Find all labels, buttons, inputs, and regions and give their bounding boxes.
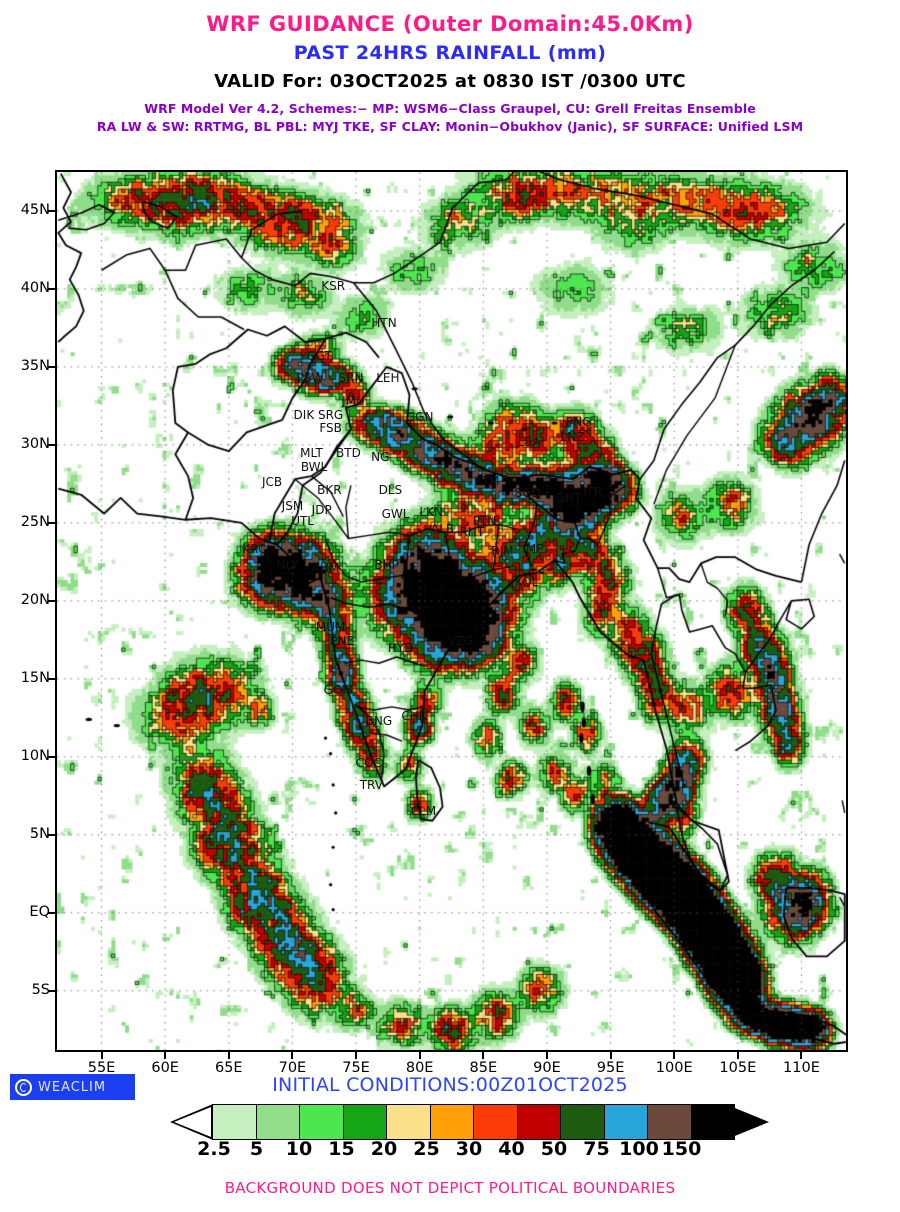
lat-tick-mark bbox=[48, 677, 55, 680]
colorbar-cells bbox=[212, 1104, 735, 1140]
lon-tick-mark bbox=[482, 1052, 485, 1059]
lon-tick-label: 70E bbox=[278, 1060, 307, 1076]
lon-tick-label: 60E bbox=[151, 1060, 179, 1076]
header-block: WRF GUIDANCE (Outer Domain:45.0Km) PAST … bbox=[0, 12, 900, 134]
lon-tick-mark bbox=[227, 1052, 230, 1059]
lat-tick-mark bbox=[48, 521, 55, 524]
initial-conditions-label: INITIAL CONDITIONS:00Z01OCT2025 bbox=[272, 1074, 628, 1096]
lat-tick-mark bbox=[48, 755, 55, 758]
disclaimer-note: BACKGROUND DOES NOT DEPICT POLITICAL BOU… bbox=[224, 1179, 676, 1197]
lat-tick-label: 30N bbox=[20, 435, 50, 452]
lat-tick-label: 40N bbox=[20, 279, 50, 296]
colorbar-cell bbox=[300, 1105, 344, 1139]
lon-tick-mark bbox=[800, 1052, 803, 1059]
colorbar-tick: 25 bbox=[413, 1138, 440, 1160]
lat-tick-mark bbox=[48, 287, 55, 290]
rainfall-raster bbox=[57, 172, 846, 1050]
colorbar-cell bbox=[604, 1105, 648, 1139]
colorbar-tick: 2.5 bbox=[197, 1138, 231, 1160]
colorbar-tick: 30 bbox=[455, 1138, 483, 1160]
lon-tick-label: 85E bbox=[469, 1060, 498, 1076]
colorbar-cell bbox=[517, 1105, 561, 1139]
lon-tick-label: 100E bbox=[655, 1060, 693, 1076]
lat-tick-mark bbox=[48, 989, 55, 992]
weaclim-logo[interactable]: WEACLIM bbox=[10, 1074, 135, 1100]
lat-tick-mark bbox=[48, 365, 55, 368]
lon-tick-mark bbox=[100, 1052, 103, 1059]
colorbar-under-arrow-fill bbox=[174, 1107, 211, 1137]
lat-tick-label: EQ bbox=[29, 903, 50, 920]
lat-tick-label: 20N bbox=[20, 591, 50, 608]
lon-tick-mark bbox=[355, 1052, 358, 1059]
lon-tick-label: 90E bbox=[533, 1060, 561, 1076]
lat-tick-label: 5S bbox=[31, 981, 50, 998]
colorbar-cell bbox=[387, 1105, 431, 1139]
colorbar-cell bbox=[343, 1105, 387, 1139]
lat-tick-label: 15N bbox=[20, 669, 50, 686]
colorbar-cell bbox=[256, 1105, 300, 1139]
lat-tick-label: 45N bbox=[20, 201, 50, 218]
colorbar-tick: 150 bbox=[661, 1138, 702, 1160]
valid-time-label: VALID For: 03OCT2025 at 0830 IST /0300 U… bbox=[214, 71, 686, 92]
lon-tick-mark bbox=[609, 1052, 612, 1059]
weaclim-label: WEACLIM bbox=[38, 1079, 107, 1095]
lon-tick-label: 110E bbox=[783, 1060, 820, 1076]
lat-tick-mark bbox=[48, 599, 55, 602]
lon-tick-label: 65E bbox=[214, 1060, 243, 1076]
colorbar-tick-labels: 2.5 5 10 15 20 25 30 40 50 75 100 150 bbox=[170, 1138, 730, 1162]
lat-tick-mark bbox=[48, 911, 55, 914]
lat-tick-label: 5N bbox=[29, 825, 50, 842]
colorbar-cell bbox=[474, 1105, 518, 1139]
colorbar-tick: 5 bbox=[249, 1138, 264, 1160]
rainfall-map[interactable]: KSR HTN GGT PSW SRN LEH JMU DIK SRG FSB GGN PNG MLT B… bbox=[55, 170, 848, 1052]
colorbar-cell bbox=[430, 1105, 474, 1139]
lon-tick-mark bbox=[418, 1052, 421, 1059]
lon-tick-label: 80E bbox=[405, 1060, 434, 1076]
lon-tick-mark bbox=[164, 1052, 167, 1059]
model-scheme-line-2: RA LW & SW: RRTMG, BL PBL: MYJ TKE, SF C… bbox=[96, 119, 804, 134]
colorbar-tick: 50 bbox=[540, 1138, 568, 1160]
lon-tick-mark bbox=[545, 1052, 548, 1059]
lon-tick-mark bbox=[291, 1052, 294, 1059]
lat-tick-mark bbox=[48, 209, 55, 212]
lat-tick-label: 10N bbox=[20, 747, 50, 764]
lon-tick-label: 95E bbox=[596, 1060, 625, 1076]
colorbar-tick: 100 bbox=[619, 1138, 659, 1160]
colorbar-tick: 20 bbox=[370, 1138, 398, 1160]
lat-tick-mark bbox=[48, 443, 55, 446]
lat-tick-mark bbox=[48, 833, 55, 836]
rainfall-colorbar bbox=[170, 1104, 769, 1140]
weaclim-mark-icon bbox=[15, 1078, 32, 1096]
page-subtitle: PAST 24HRS RAINFALL (mm) bbox=[293, 42, 607, 64]
lon-tick-label: 55E bbox=[87, 1060, 116, 1076]
page-title: WRF GUIDANCE (Outer Domain:45.0Km) bbox=[206, 12, 694, 36]
model-scheme-line-1: WRF Model Ver 4.2, Schemes:− MP: WSM6−Cl… bbox=[144, 101, 756, 116]
colorbar-tick: 10 bbox=[285, 1138, 313, 1160]
lon-tick-label: 105E bbox=[719, 1060, 757, 1076]
lat-tick-label: 35N bbox=[20, 357, 50, 374]
colorbar-over-arrow bbox=[725, 1104, 769, 1140]
lon-tick-label: 75E bbox=[342, 1060, 370, 1076]
colorbar-tick: 75 bbox=[583, 1138, 610, 1160]
colorbar-tick: 15 bbox=[328, 1138, 355, 1160]
colorbar-cell bbox=[561, 1105, 605, 1139]
lat-tick-label: 25N bbox=[20, 513, 50, 530]
lon-tick-mark bbox=[673, 1052, 676, 1059]
colorbar-cell bbox=[648, 1105, 692, 1139]
colorbar-tick: 40 bbox=[498, 1138, 525, 1160]
lon-tick-mark bbox=[736, 1052, 739, 1059]
colorbar-cell bbox=[213, 1105, 257, 1139]
